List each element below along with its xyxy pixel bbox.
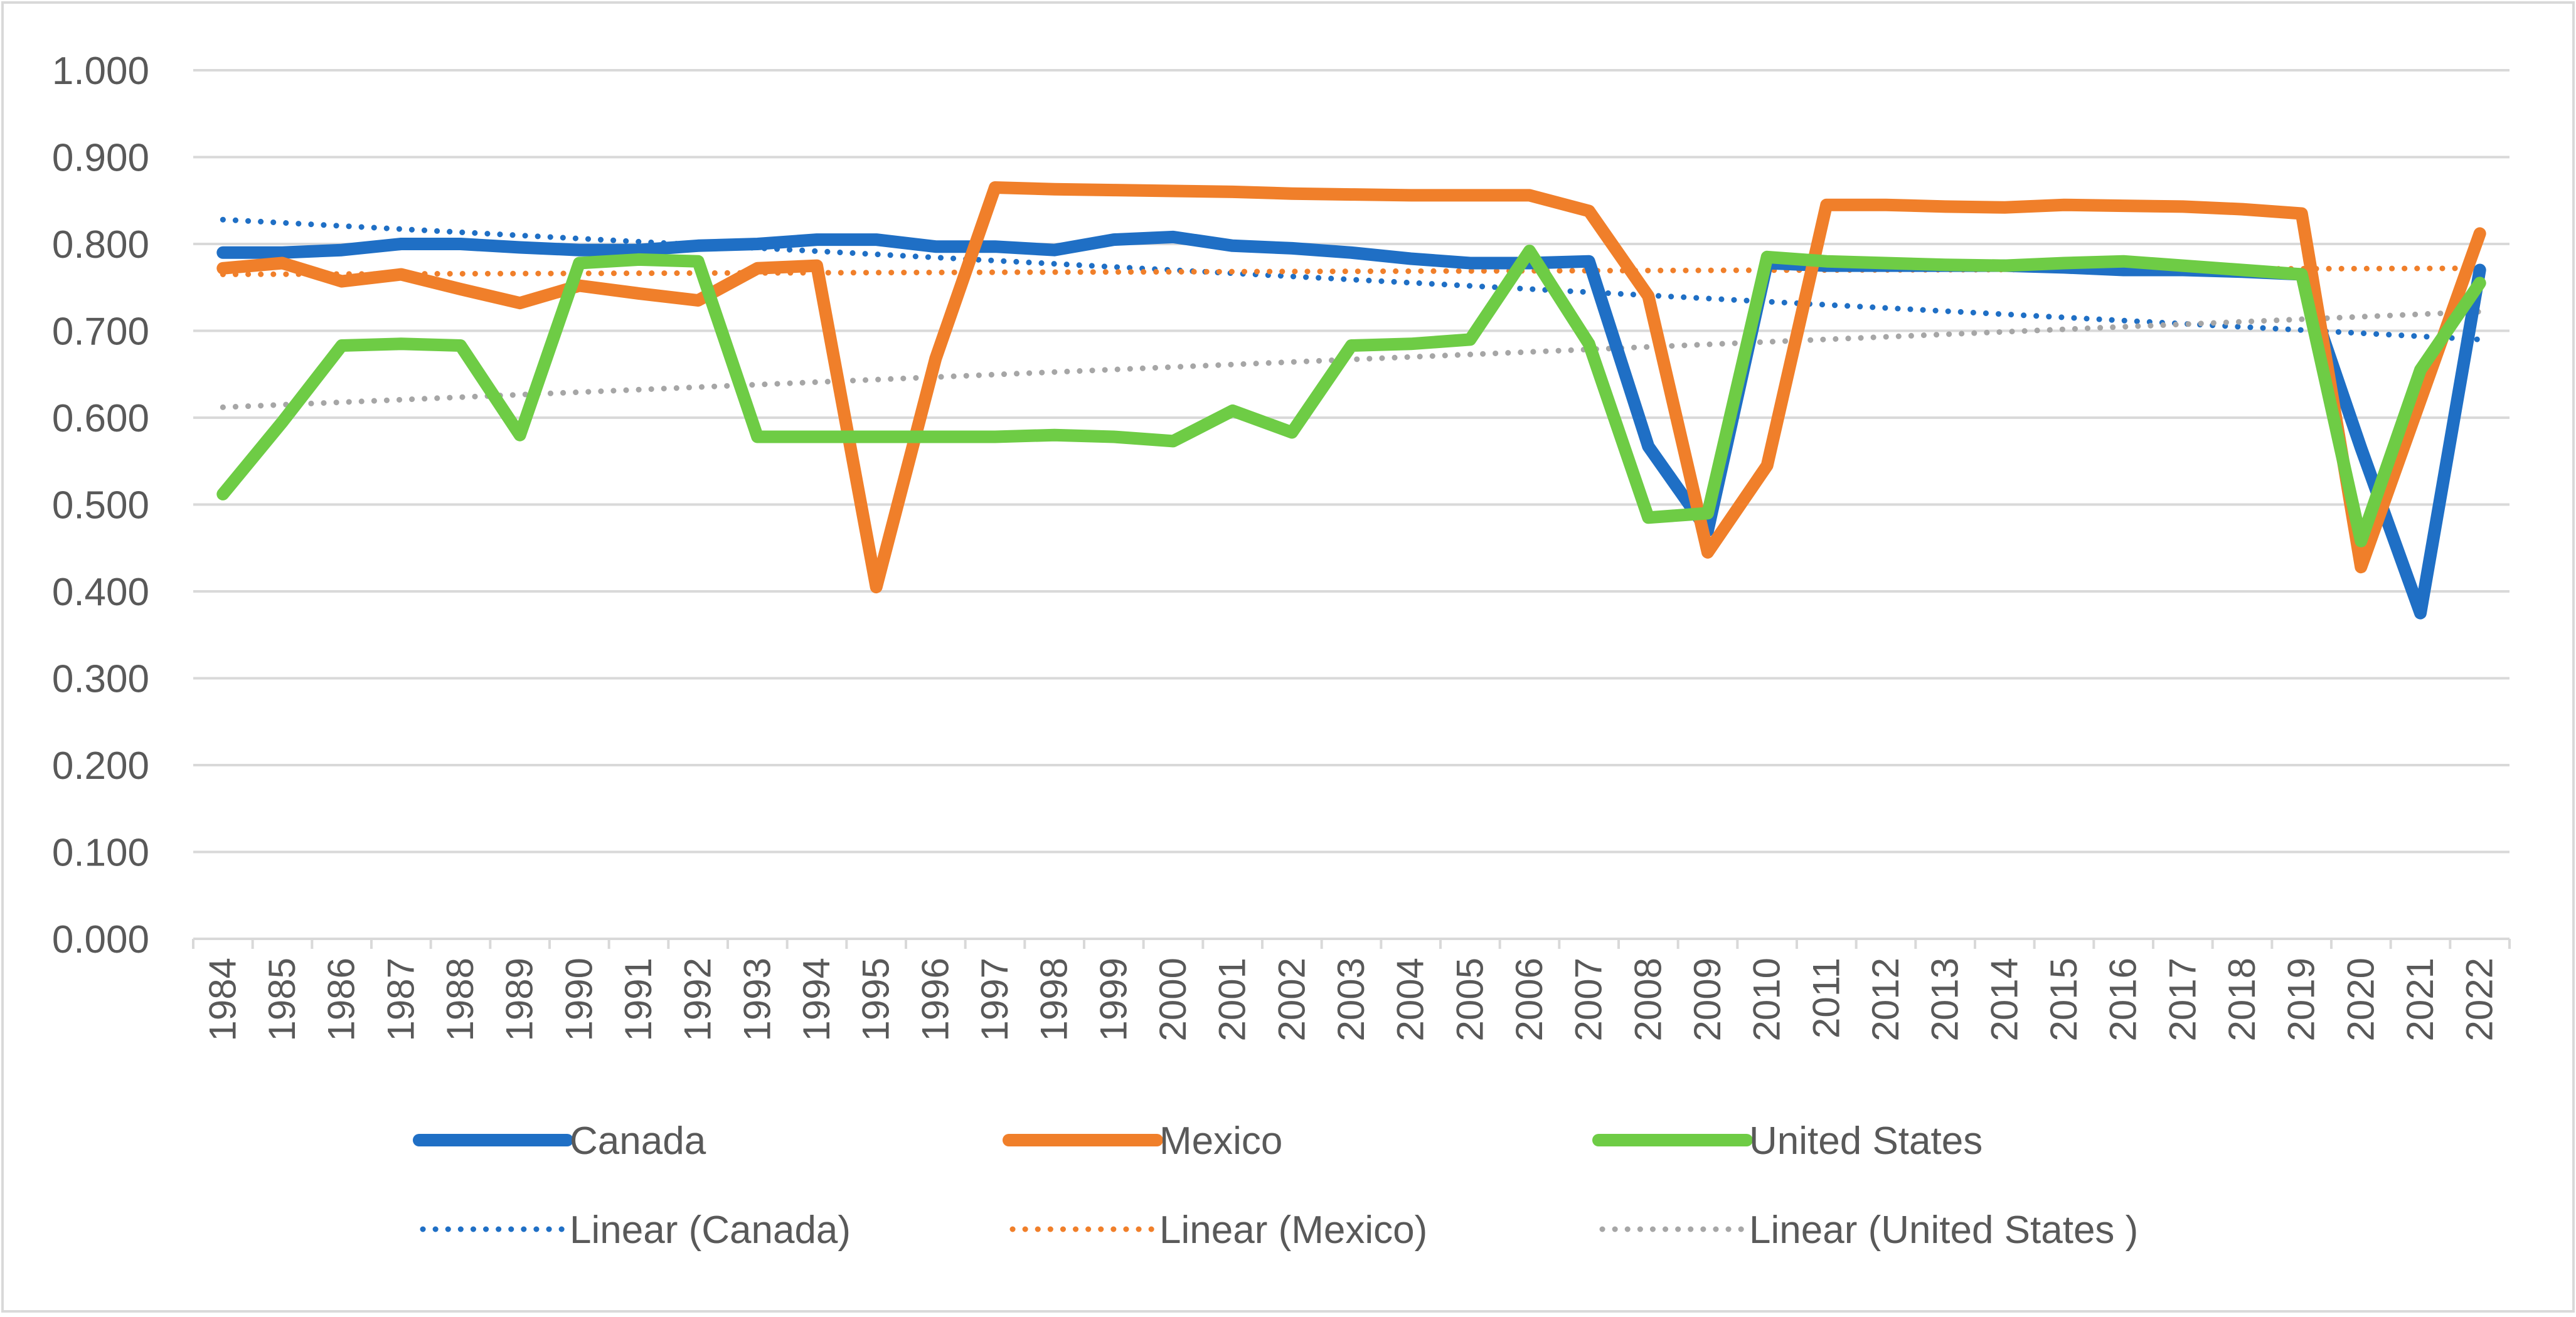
x-tick-label: 1988	[439, 958, 481, 1041]
x-tick-label: 2021	[2399, 958, 2441, 1041]
y-tick-label: 0.700	[52, 310, 149, 354]
legend-label: Linear (Mexico)	[1159, 1209, 1427, 1252]
x-tick-label: 1990	[558, 958, 600, 1041]
x-tick-label: 2002	[1270, 958, 1312, 1041]
y-tick-label: 0.300	[52, 658, 149, 701]
x-tick-label: 1991	[617, 958, 659, 1041]
y-tick-label: 1.000	[52, 50, 149, 93]
y-tick-label: 0.500	[52, 484, 149, 527]
x-tick-label: 1999	[1092, 958, 1134, 1041]
series-line-united-states	[216, 245, 2486, 547]
x-tick-label: 2009	[1686, 958, 1728, 1041]
x-tick-label: 1989	[499, 958, 541, 1041]
legend-label: United States	[1749, 1119, 1983, 1163]
y-tick-label: 0.400	[52, 571, 149, 614]
x-tick-label: 1987	[380, 958, 422, 1041]
x-tick-label: 2000	[1152, 958, 1194, 1041]
x-tick-label: 2012	[1865, 958, 1907, 1041]
trendline-linear-united-states	[220, 309, 2483, 410]
x-tick-label: 2019	[2281, 958, 2323, 1041]
legend-label: Mexico	[1159, 1119, 1282, 1163]
y-axis-tick-labels: 0.000 0.100 0.200 0.300 0.400 0.500 0.600 0.700…	[52, 50, 149, 961]
x-tick-label: 1986	[321, 958, 363, 1041]
x-tick-label: 2008	[1627, 958, 1669, 1041]
y-tick-label: 0.800	[52, 223, 149, 267]
legend: Canada Mexico United States Linear (Canada)…	[413, 1119, 2138, 1252]
y-tick-label: 0.000	[52, 918, 149, 961]
x-tick-label: 1984	[201, 958, 243, 1041]
x-tick-label: 2003	[1330, 958, 1372, 1041]
legend-label: Canada	[570, 1119, 706, 1163]
y-tick-label: 0.900	[52, 137, 149, 180]
y-tick-label: 0.100	[52, 832, 149, 875]
x-tick-label: 2001	[1211, 958, 1253, 1041]
x-tick-label: 2022	[2459, 958, 2501, 1041]
x-tick-label: 2007	[1568, 958, 1610, 1041]
series-line-canada	[216, 230, 2486, 620]
x-tick-label: 1992	[677, 958, 719, 1041]
series-line-mexico	[216, 181, 2486, 594]
x-tick-label: 2015	[2043, 958, 2085, 1041]
x-tick-label: 1995	[855, 958, 897, 1041]
x-tick-label: 2014	[1983, 958, 2025, 1041]
x-tick-label: 2017	[2161, 958, 2203, 1041]
y-tick-label: 0.600	[52, 397, 149, 440]
x-tick-label: 1994	[796, 958, 838, 1041]
x-tick-label: 2004	[1390, 958, 1432, 1041]
legend-label: Linear (Canada)	[570, 1209, 851, 1252]
x-tick-label: 1993	[736, 958, 778, 1041]
x-tick-label: 2020	[2339, 958, 2382, 1041]
y-tick-label: 0.200	[52, 744, 149, 788]
series-lines	[216, 181, 2486, 620]
x-tick-label: 1998	[1033, 958, 1075, 1041]
x-tick-label: 1996	[914, 958, 956, 1041]
legend-label: Linear (United States )	[1749, 1209, 2138, 1252]
x-tick-label: 2005	[1449, 958, 1491, 1041]
x-tick-label: 1997	[974, 958, 1016, 1041]
x-tick-label: 2018	[2221, 958, 2263, 1041]
x-tick-label: 1985	[261, 958, 303, 1041]
x-tick-label: 2010	[1746, 958, 1788, 1041]
trendline-linear-canada	[220, 216, 2483, 342]
x-tick-label: 2011	[1805, 958, 1847, 1039]
x-tick-label: 2006	[1508, 958, 1550, 1041]
x-axis-tick-labels: 1984 1985 1986 1987 1988 1989 1990 1991 1992 1993…	[201, 958, 2500, 1041]
x-tick-label: 2013	[1924, 958, 1966, 1041]
x-tick-label: 2016	[2102, 958, 2144, 1041]
